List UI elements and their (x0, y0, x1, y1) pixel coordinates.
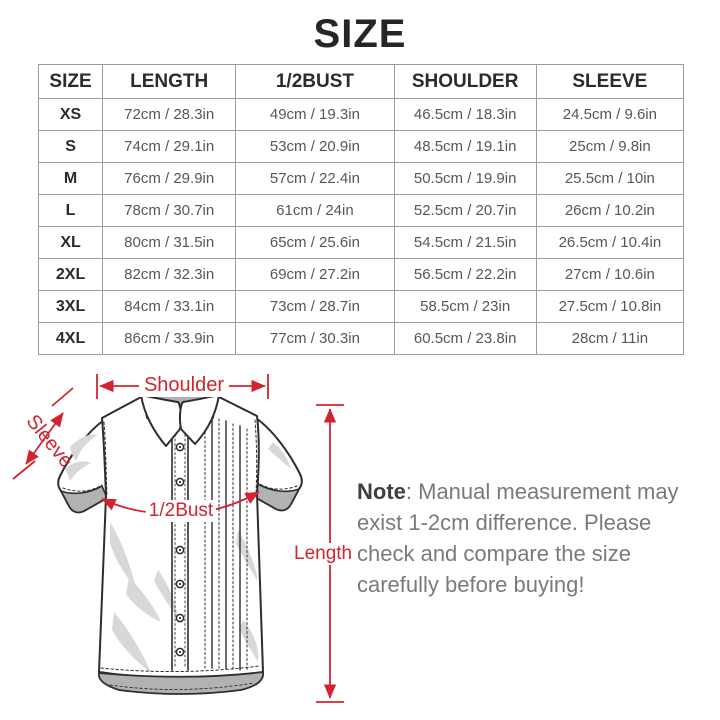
cell-shoulder: 46.5cm / 18.3in (393, 98, 537, 131)
cell-sleeve: 24.5cm / 9.6in (535, 98, 685, 131)
cell-shoulder: 50.5cm / 19.9in (393, 162, 537, 195)
note-text: Note: Manual measurement may exist 1-2cm… (357, 476, 687, 600)
cell-length: 86cm / 33.9in (102, 322, 237, 355)
cell-bust: 49cm / 19.3in (235, 98, 395, 131)
cell-size: S (37, 130, 104, 163)
cell-length: 76cm / 29.9in (102, 162, 237, 195)
length-label: Length (292, 543, 355, 565)
page-title: SIZE (313, 12, 407, 56)
cell-sleeve: 27cm / 10.6in (535, 258, 685, 291)
cell-bust: 77cm / 30.3in (235, 322, 395, 355)
cell-length: 78cm / 30.7in (102, 194, 237, 227)
pleat-stripes (204, 413, 248, 671)
table-row: M 76cm / 29.9in 57cm / 22.4in 50.5cm / 1… (37, 162, 685, 195)
cell-sleeve: 26.5cm / 10.4in (535, 226, 685, 259)
bust-label: 1/2Bust (145, 500, 217, 522)
sleeve-arrow (12, 387, 74, 480)
note-line-3: check and compare the size (357, 541, 631, 566)
table-row: 4XL 86cm / 33.9in 77cm / 30.3in 60.5cm /… (37, 322, 685, 355)
cell-bust: 61cm / 24in (235, 194, 395, 227)
cell-size: L (37, 194, 104, 227)
cell-size: XL (37, 226, 104, 259)
note-line-1: Note: Manual measurement may (357, 479, 679, 504)
cell-bust: 57cm / 22.4in (235, 162, 395, 195)
cell-shoulder: 60.5cm / 23.8in (393, 322, 537, 355)
cell-bust: 53cm / 20.9in (235, 130, 395, 163)
cell-size: M (37, 162, 104, 195)
col-header-size: SIZE (37, 64, 104, 99)
cell-size: XS (37, 98, 104, 131)
cell-size: 4XL (37, 322, 104, 355)
cell-shoulder: 54.5cm / 21.5in (393, 226, 537, 259)
col-header-length: LENGTH (102, 64, 237, 99)
table-row: XL 80cm / 31.5in 65cm / 25.6in 54.5cm / … (37, 226, 685, 259)
shirt-illustration (57, 390, 303, 695)
cell-bust: 73cm / 28.7in (235, 290, 395, 323)
table-row: XS 72cm / 28.3in 49cm / 19.3in 46.5cm / … (37, 98, 685, 131)
cell-bust: 65cm / 25.6in (235, 226, 395, 259)
cell-size: 2XL (37, 258, 104, 291)
cell-sleeve: 27.5cm / 10.8in (535, 290, 685, 323)
table-row: S 74cm / 29.1in 53cm / 20.9in 48.5cm / 1… (37, 130, 685, 163)
note-label: Note (357, 479, 406, 504)
note-line-2: exist 1-2cm difference. Please (357, 510, 652, 535)
cell-shoulder: 56.5cm / 22.2in (393, 258, 537, 291)
wrinkle-shading (65, 434, 291, 673)
cell-length: 82cm / 32.3in (102, 258, 237, 291)
cell-length: 84cm / 33.1in (102, 290, 237, 323)
cell-sleeve: 26cm / 10.2in (535, 194, 685, 227)
shoulder-label: Shoulder (138, 374, 230, 397)
shirt-measurement-diagram (12, 374, 344, 703)
cell-bust: 69cm / 27.2in (235, 258, 395, 291)
cell-sleeve: 25.5cm / 10in (535, 162, 685, 195)
cell-shoulder: 52.5cm / 20.7in (393, 194, 537, 227)
cell-length: 72cm / 28.3in (102, 98, 237, 131)
col-header-bust: 1/2BUST (235, 64, 395, 99)
size-chart-table: SIZE LENGTH 1/2BUST SHOULDER SLEEVE XS 7… (37, 64, 685, 355)
table-row: 3XL 84cm / 33.1in 73cm / 28.7in 58.5cm /… (37, 290, 685, 323)
cell-length: 74cm / 29.1in (102, 130, 237, 163)
col-header-shoulder: SHOULDER (393, 64, 537, 99)
table-row: L 78cm / 30.7in 61cm / 24in 52.5cm / 20.… (37, 194, 685, 227)
table-header-row: SIZE LENGTH 1/2BUST SHOULDER SLEEVE (37, 64, 685, 99)
cell-size: 3XL (37, 290, 104, 323)
note-line-4: carefully before buying! (357, 572, 585, 597)
cell-shoulder: 58.5cm / 23in (393, 290, 537, 323)
cell-shoulder: 48.5cm / 19.1in (393, 130, 537, 163)
col-header-sleeve: SLEEVE (535, 64, 685, 99)
cell-sleeve: 25cm / 9.8in (535, 130, 685, 163)
cell-length: 80cm / 31.5in (102, 226, 237, 259)
table-row: 2XL 82cm / 32.3in 69cm / 27.2in 56.5cm /… (37, 258, 685, 291)
cell-sleeve: 28cm / 11in (535, 322, 685, 355)
